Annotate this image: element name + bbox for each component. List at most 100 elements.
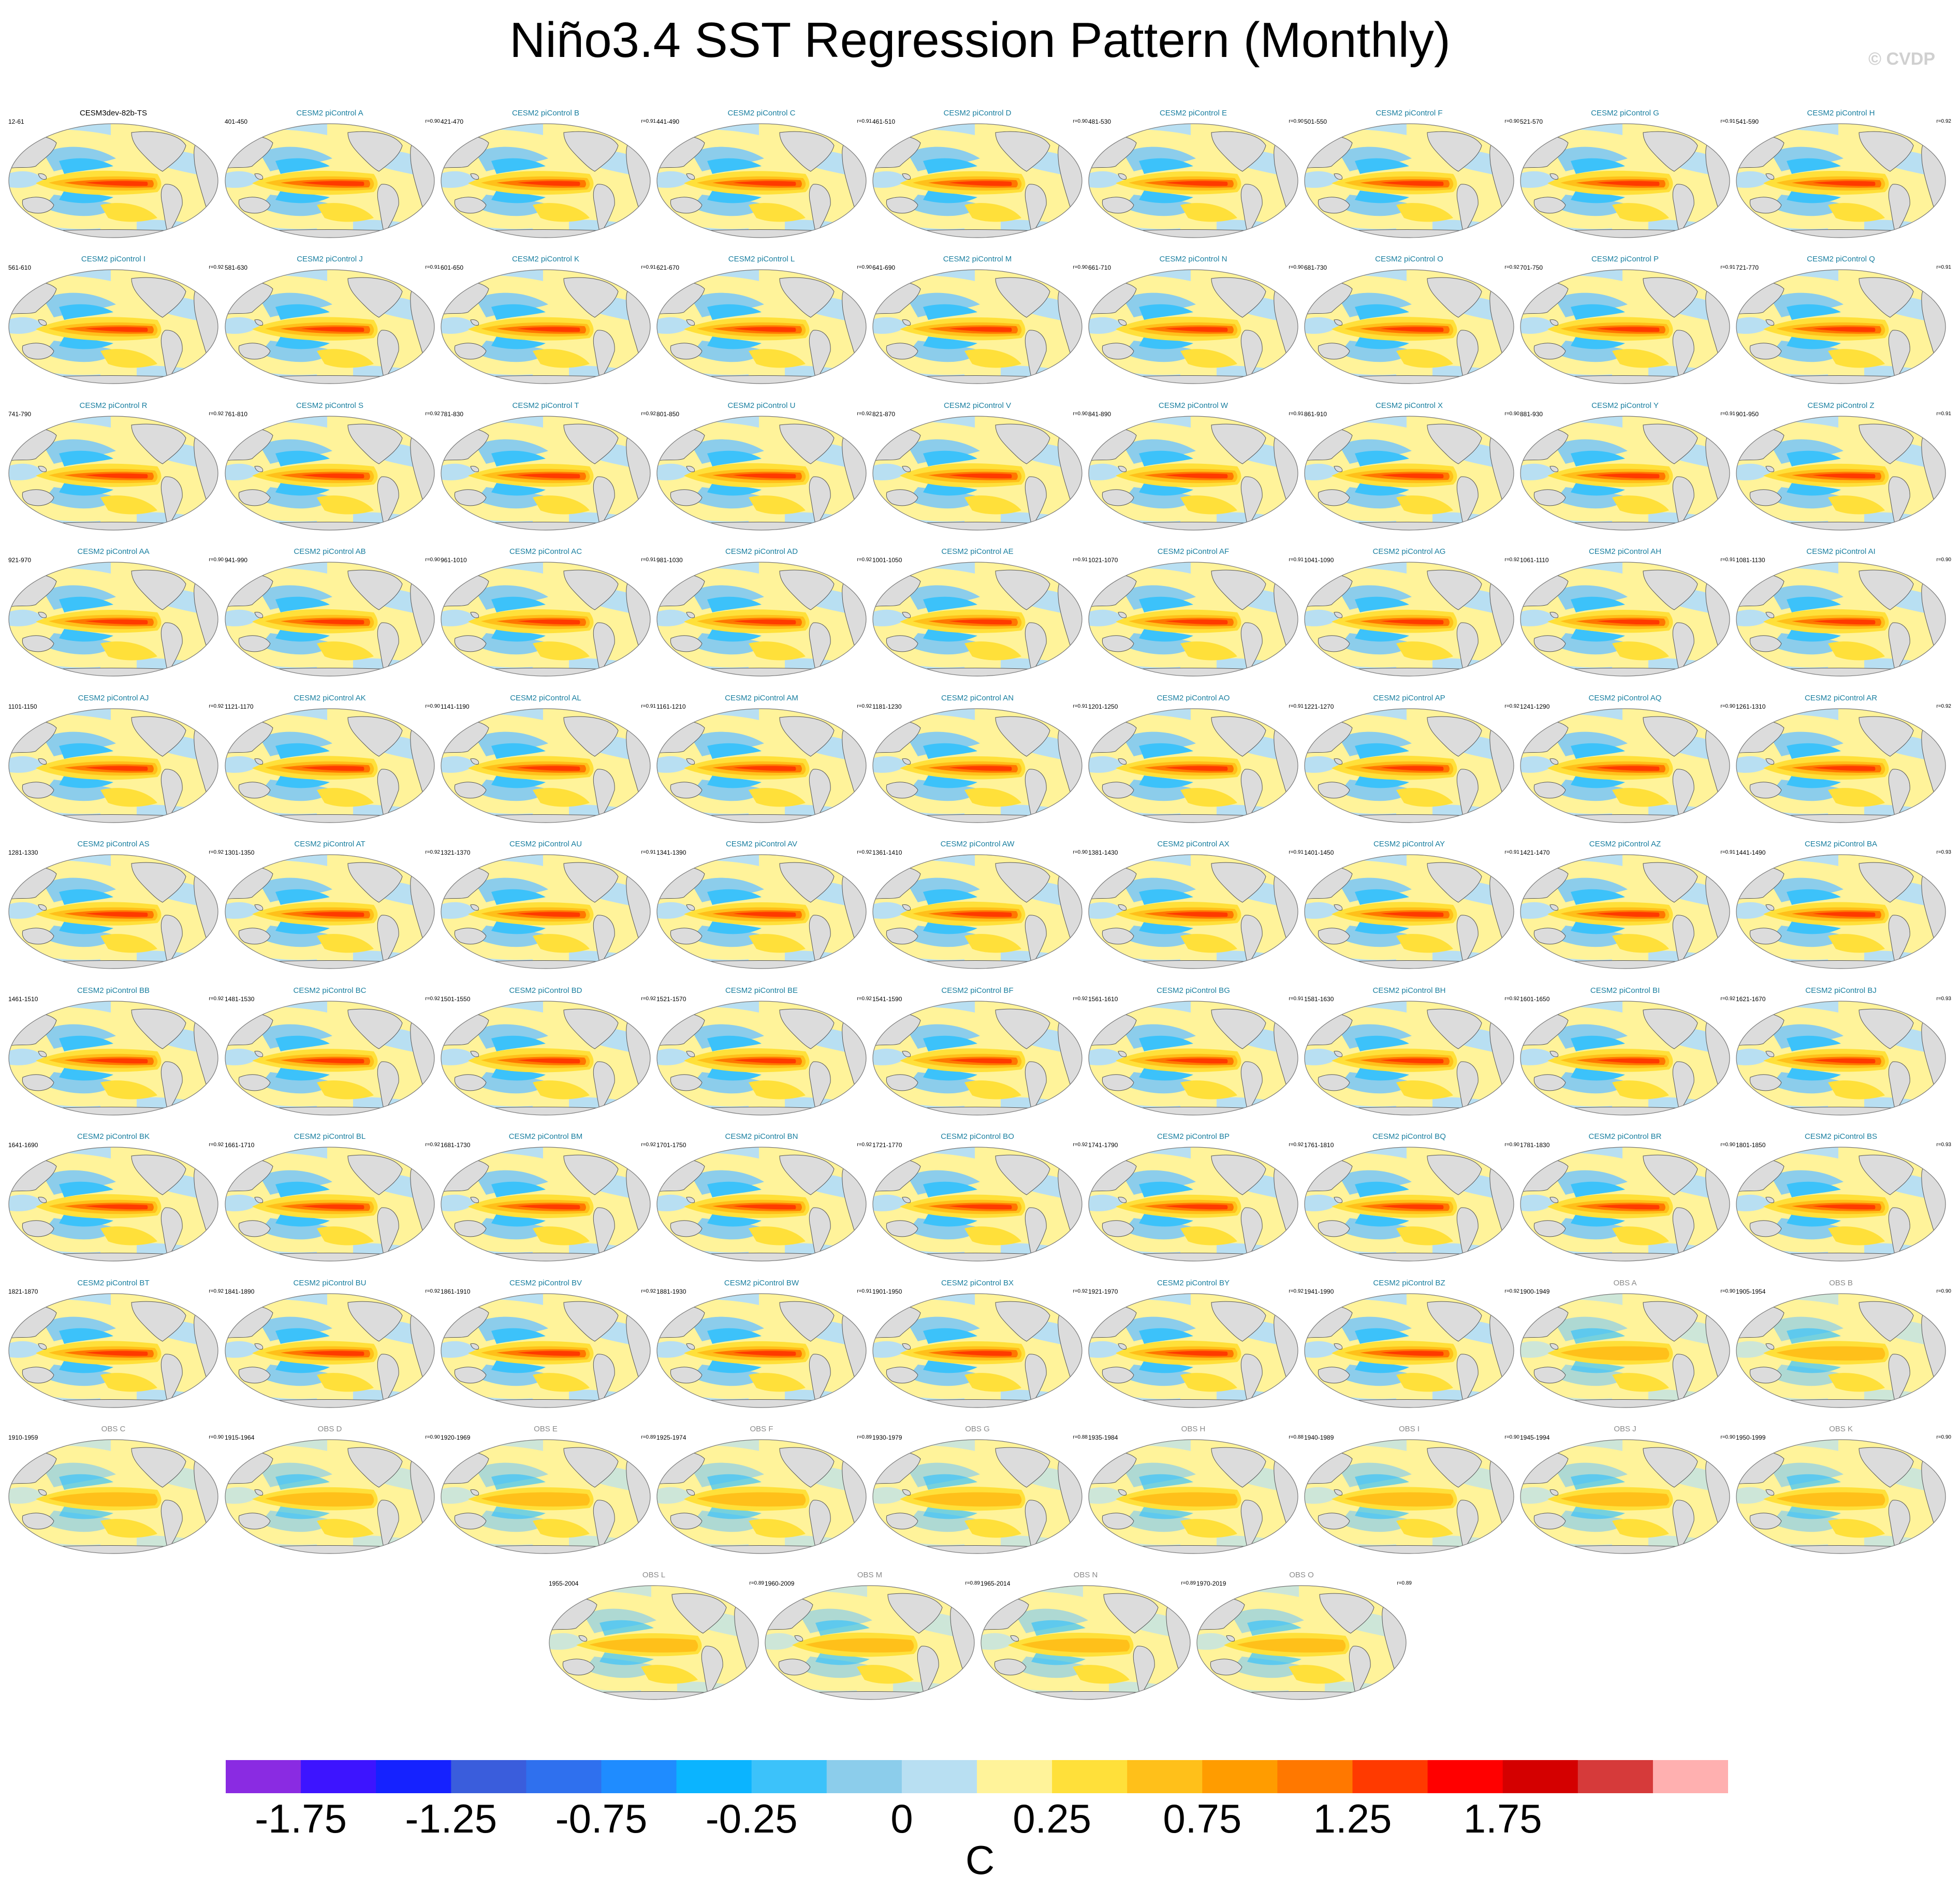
map-panel: CESM2 piControl BL 1661-1710 r=0.92: [224, 1132, 440, 1272]
map-panel: CESM2 piControl C 441-490 r=0.91: [655, 109, 872, 248]
warm-anomaly: [1396, 349, 1453, 368]
panel-title: CESM2 piControl Y: [1591, 401, 1659, 410]
cool-anomaly: [137, 1097, 218, 1115]
land-mass: [1118, 758, 1127, 765]
land-mass: [995, 1008, 1050, 1049]
land-mass: [563, 1301, 619, 1342]
panel-title: CESM2 piControl B: [511, 109, 580, 118]
regression-map: [225, 123, 435, 238]
panel-pattern-correlation: r=0.92: [425, 996, 440, 1002]
panel-title: CESM2 piControl BH: [1372, 986, 1446, 995]
land-mass: [1102, 1074, 1134, 1091]
land-mass: [902, 173, 911, 180]
warm-anomaly: [749, 349, 806, 368]
land-mass: [454, 1367, 487, 1384]
warm-anomaly: [1381, 1204, 1444, 1210]
regression-map: [1736, 416, 1946, 531]
land-mass: [1334, 1197, 1343, 1203]
cool-anomaly: [9, 902, 43, 919]
cool-anomaly: [1864, 1389, 1946, 1408]
cool-anomaly: [1305, 1487, 1339, 1504]
warm-anomaly: [85, 473, 148, 479]
map-panel: CESM2 piControl BX 1901-1950 r=0.92: [871, 1279, 1088, 1418]
land-mass: [1211, 1301, 1266, 1342]
land-mass: [1334, 612, 1343, 618]
cool-anomaly: [923, 1506, 977, 1519]
land-mass: [254, 1051, 264, 1057]
cool-anomaly: [599, 1620, 654, 1636]
cool-anomaly: [1001, 1243, 1082, 1261]
panel-pattern-correlation: r=0.92: [857, 557, 872, 563]
regression-map: [1088, 1001, 1298, 1116]
land-mass: [1749, 343, 1782, 360]
panel-period: 741-790: [8, 411, 32, 418]
cool-anomaly: [1571, 1181, 1625, 1197]
warm-anomaly: [749, 788, 806, 807]
map-panel: OBS N 1965-2014 r=0.89: [979, 1571, 1196, 1710]
land-mass: [1549, 1343, 1559, 1350]
land-mass: [1102, 635, 1134, 652]
warm-anomaly: [301, 1204, 364, 1210]
warm-anomaly: [733, 1058, 796, 1064]
regression-map: [225, 708, 435, 823]
land-mass: [1427, 277, 1482, 318]
panel-pattern-correlation: r=0.91: [641, 119, 656, 124]
cool-anomaly: [1571, 775, 1625, 788]
panel-title: CESM2 piControl C: [727, 109, 796, 118]
land-mass: [1643, 862, 1698, 903]
cool-anomaly: [1864, 950, 1946, 969]
land-mass: [779, 862, 835, 903]
cool-anomaly: [1355, 743, 1409, 759]
land-mass: [562, 1659, 595, 1676]
land-mass: [686, 904, 695, 911]
panel-period: 1781-1830: [1520, 1141, 1550, 1149]
warm-anomaly: [317, 1226, 374, 1246]
land-mass: [1118, 319, 1127, 326]
regression-map: [441, 708, 651, 823]
land-mass: [1749, 635, 1782, 652]
land-mass: [131, 716, 186, 757]
cool-anomaly: [1864, 1535, 1946, 1554]
warm-anomaly: [1180, 934, 1237, 953]
colorbar-box: [376, 1760, 451, 1793]
map-panel: CESM2 piControl J 581-630 r=0.91: [224, 255, 440, 394]
panel-title: CESM2 piControl BL: [294, 1132, 366, 1141]
land-mass: [1211, 277, 1266, 318]
panel-title: CESM2 piControl BP: [1157, 1132, 1230, 1141]
globe-outline: [872, 708, 1083, 823]
cool-anomaly: [1325, 1681, 1406, 1699]
cool-anomaly: [1864, 1097, 1946, 1115]
land-mass: [1334, 1343, 1343, 1350]
cool-anomaly: [275, 158, 330, 174]
cool-anomaly: [1648, 219, 1730, 238]
cool-anomaly: [1139, 889, 1193, 905]
map-panel: CESM2 piControl AG 1041-1090 r=0.92: [1303, 547, 1519, 687]
cool-anomaly: [1571, 921, 1625, 934]
warm-anomaly: [317, 1080, 374, 1100]
regression-map: [441, 1439, 651, 1554]
warm-anomaly: [964, 788, 1021, 807]
map-panel: OBS H 1935-1984 r=0.88: [1087, 1425, 1304, 1564]
warm-anomaly: [1381, 766, 1444, 771]
panel-title: OBS K: [1829, 1425, 1853, 1433]
globe-outline: [1304, 1001, 1514, 1116]
land-mass: [1859, 716, 1914, 757]
regression-map: [1088, 854, 1298, 969]
cool-anomaly: [1355, 1506, 1409, 1519]
warm-anomaly: [1597, 181, 1660, 186]
land-mass: [563, 131, 619, 172]
globe-outline: [225, 1439, 435, 1554]
regression-map: [872, 708, 1083, 823]
land-mass: [1118, 1197, 1127, 1203]
panel-period: 701-750: [1520, 264, 1543, 271]
land-mass: [1765, 466, 1775, 472]
panel-title: CESM2 piControl BB: [77, 986, 150, 995]
regression-map: [8, 854, 218, 969]
land-mass: [1643, 1447, 1698, 1488]
globe-outline: [656, 854, 867, 969]
panel-pattern-correlation: r=0.92: [1289, 1288, 1304, 1294]
warm-anomaly: [100, 1080, 157, 1100]
colorbar-tick-label: -0.25: [705, 1796, 798, 1841]
cool-anomaly: [353, 950, 434, 969]
cool-anomaly: [1520, 317, 1555, 334]
